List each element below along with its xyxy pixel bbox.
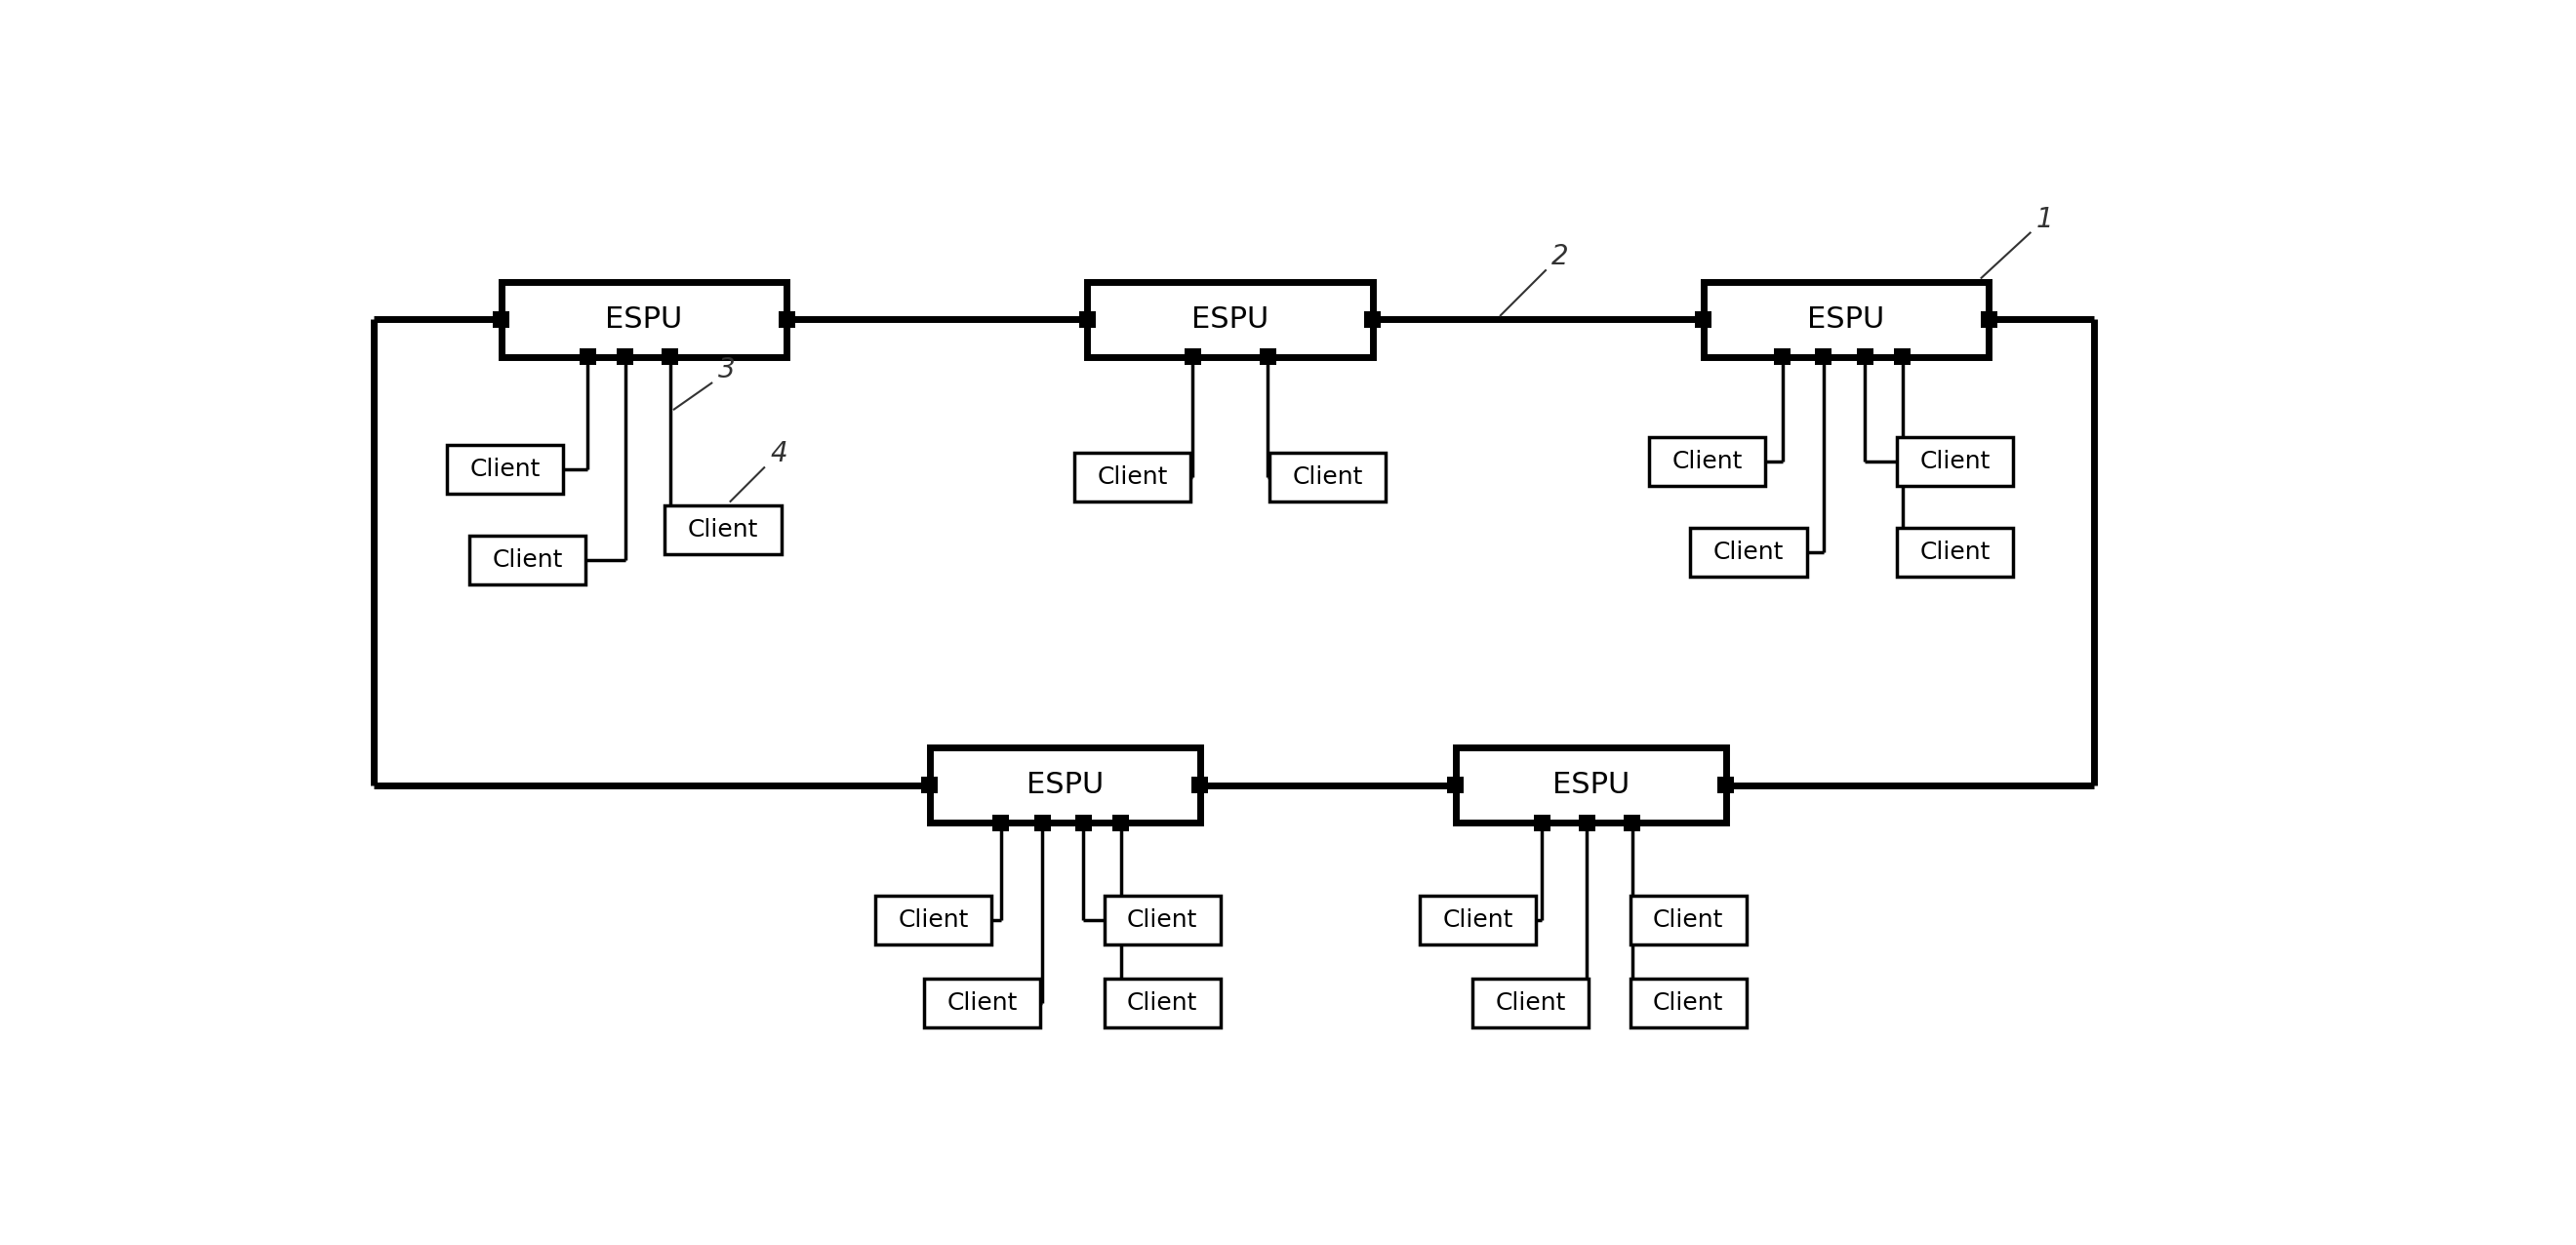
Text: Client: Client <box>1672 451 1741 473</box>
Text: Client: Client <box>688 518 757 542</box>
Text: Client: Client <box>1654 909 1723 933</box>
FancyBboxPatch shape <box>446 444 564 494</box>
Text: Client: Client <box>1494 991 1566 1015</box>
FancyBboxPatch shape <box>580 349 595 365</box>
FancyBboxPatch shape <box>1579 814 1595 830</box>
Text: Client: Client <box>1097 466 1167 489</box>
FancyBboxPatch shape <box>1896 437 2014 487</box>
Text: ESPU: ESPU <box>1025 771 1103 799</box>
FancyBboxPatch shape <box>1649 437 1765 487</box>
FancyBboxPatch shape <box>1193 777 1208 793</box>
FancyBboxPatch shape <box>662 349 677 365</box>
FancyBboxPatch shape <box>1074 452 1190 502</box>
Text: Client: Client <box>1919 451 1991 473</box>
FancyBboxPatch shape <box>930 747 1200 823</box>
FancyBboxPatch shape <box>1631 979 1747 1027</box>
FancyBboxPatch shape <box>1896 528 2014 576</box>
FancyBboxPatch shape <box>1893 349 1911 365</box>
Text: ESPU: ESPU <box>1808 305 1886 334</box>
FancyBboxPatch shape <box>1448 777 1463 793</box>
FancyBboxPatch shape <box>922 777 938 793</box>
FancyBboxPatch shape <box>1455 747 1726 823</box>
FancyBboxPatch shape <box>1631 896 1747 945</box>
FancyBboxPatch shape <box>1185 349 1200 365</box>
FancyBboxPatch shape <box>1419 896 1535 945</box>
FancyBboxPatch shape <box>1105 979 1221 1027</box>
Text: Client: Client <box>1128 909 1198 933</box>
Text: Client: Client <box>1128 991 1198 1015</box>
FancyBboxPatch shape <box>618 349 634 365</box>
Text: ESPU: ESPU <box>1190 305 1270 334</box>
FancyBboxPatch shape <box>469 535 585 584</box>
FancyBboxPatch shape <box>1533 814 1551 830</box>
FancyBboxPatch shape <box>1079 311 1095 327</box>
FancyBboxPatch shape <box>1623 814 1641 830</box>
Text: 2: 2 <box>1551 243 1569 270</box>
FancyBboxPatch shape <box>1270 452 1386 502</box>
Text: Client: Client <box>1919 540 1991 564</box>
Text: Client: Client <box>899 909 969 933</box>
FancyBboxPatch shape <box>1113 814 1128 830</box>
FancyBboxPatch shape <box>992 814 1010 830</box>
FancyBboxPatch shape <box>1260 349 1275 365</box>
FancyBboxPatch shape <box>925 979 1041 1027</box>
FancyBboxPatch shape <box>1718 777 1734 793</box>
FancyBboxPatch shape <box>502 281 786 357</box>
Text: Client: Client <box>1293 466 1363 489</box>
FancyBboxPatch shape <box>1473 979 1589 1027</box>
FancyBboxPatch shape <box>1857 349 1873 365</box>
Text: Client: Client <box>469 458 541 481</box>
FancyBboxPatch shape <box>1105 896 1221 945</box>
FancyBboxPatch shape <box>1033 814 1051 830</box>
Text: Client: Client <box>948 991 1018 1015</box>
Text: Client: Client <box>1654 991 1723 1015</box>
FancyBboxPatch shape <box>778 311 796 327</box>
Text: 1: 1 <box>2035 205 2053 233</box>
Text: Client: Client <box>1713 540 1783 564</box>
Text: 4: 4 <box>770 441 788 468</box>
FancyBboxPatch shape <box>1074 814 1092 830</box>
FancyBboxPatch shape <box>1775 349 1790 365</box>
FancyBboxPatch shape <box>492 311 510 327</box>
Text: ESPU: ESPU <box>1551 771 1631 799</box>
FancyBboxPatch shape <box>1690 528 1806 576</box>
FancyBboxPatch shape <box>1816 349 1832 365</box>
FancyBboxPatch shape <box>665 505 781 554</box>
FancyBboxPatch shape <box>1703 281 1989 357</box>
Text: Client: Client <box>1443 909 1512 933</box>
Text: Client: Client <box>492 548 562 571</box>
FancyBboxPatch shape <box>876 896 992 945</box>
Text: 3: 3 <box>719 356 734 383</box>
FancyBboxPatch shape <box>1365 311 1381 327</box>
FancyBboxPatch shape <box>1087 281 1373 357</box>
Text: ESPU: ESPU <box>605 305 683 334</box>
FancyBboxPatch shape <box>1695 311 1710 327</box>
FancyBboxPatch shape <box>1981 311 1996 327</box>
